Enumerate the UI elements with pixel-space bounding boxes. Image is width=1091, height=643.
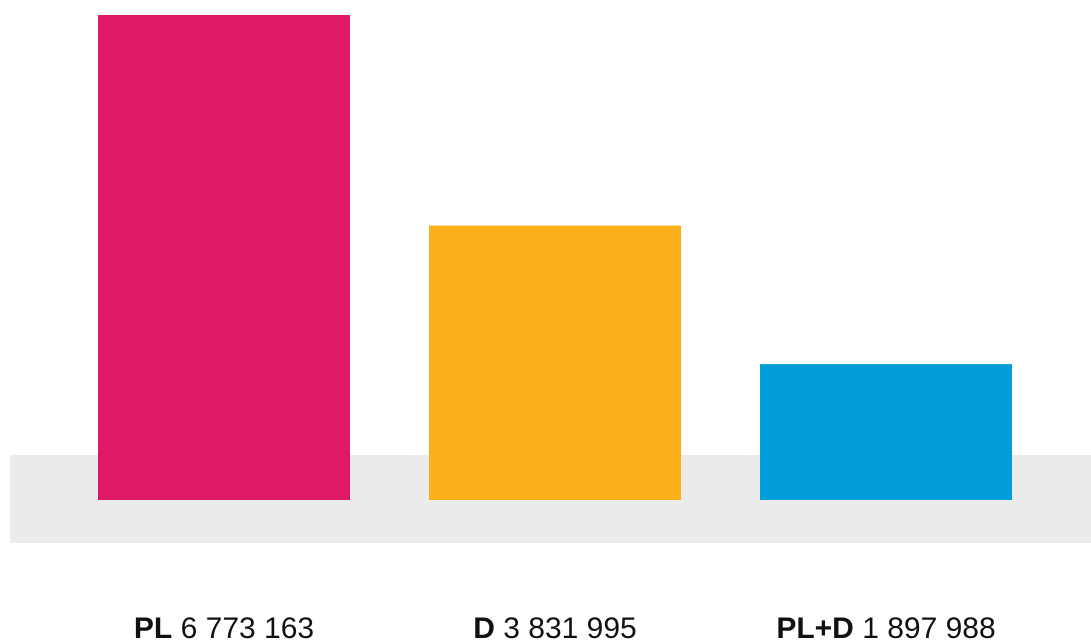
value-label: 3 831 995 (503, 612, 636, 643)
bar-pl (98, 15, 350, 500)
bars-group (98, 15, 1012, 501)
bar-label: PL 6 773 163 (134, 612, 314, 643)
value-label: 6 773 163 (181, 612, 314, 643)
category-label: PL (134, 612, 172, 643)
category-label: D (473, 612, 495, 643)
bar-labels-group: PL 6 773 163 D 3 831 995 PL+D 1 897 988 (134, 612, 996, 643)
category-label: PL+D (776, 612, 854, 643)
bar-pl-d (760, 364, 1012, 500)
bar-label: PL+D 1 897 988 (776, 612, 995, 643)
bar-label: D 3 831 995 (473, 612, 636, 643)
value-label: 1 897 988 (862, 612, 995, 643)
bar-d (429, 225, 681, 501)
